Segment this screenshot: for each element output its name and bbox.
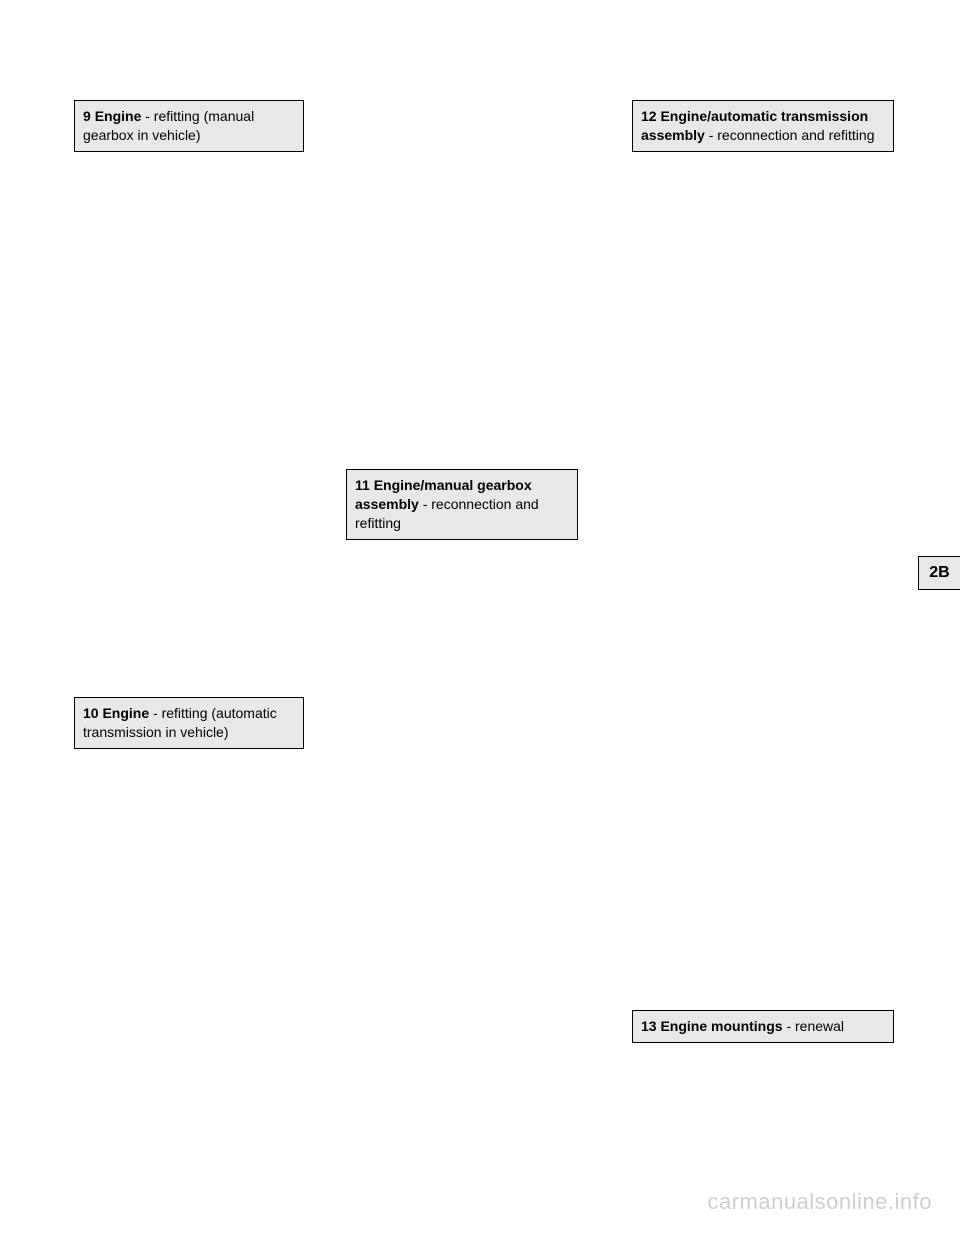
heading-bold: Engine	[102, 705, 149, 721]
heading-11-engine-manual-gearbox-assembly: 11 Engine/manual gearbox assembly - reco…	[346, 469, 578, 540]
section-tab: 2B	[918, 556, 960, 590]
heading-number: 9	[83, 108, 91, 124]
heading-number: 11	[355, 477, 370, 493]
manual-page: 9 Engine - refitting (manual gearbox in …	[0, 0, 960, 1235]
heading-rest: - renewal	[783, 1018, 844, 1034]
heading-bold: Engine mountings	[660, 1018, 782, 1034]
heading-10-engine-refitting-automatic: 10 Engine - refitting (automatic transmi…	[74, 697, 304, 749]
watermark: carmanualsonline.info	[707, 1189, 932, 1215]
heading-rest: - reconnection and refitting	[705, 127, 875, 143]
heading-number: 10	[83, 705, 99, 721]
heading-12-engine-automatic-transmission-assembly: 12 Engine/automatic transmission assembl…	[632, 100, 894, 152]
heading-9-engine-refitting-manual: 9 Engine - refitting (manual gearbox in …	[74, 100, 304, 152]
heading-number: 13	[641, 1018, 657, 1034]
heading-number: 12	[641, 108, 657, 124]
heading-bold: Engine	[95, 108, 142, 124]
heading-13-engine-mountings-renewal: 13 Engine mountings - renewal	[632, 1010, 894, 1043]
